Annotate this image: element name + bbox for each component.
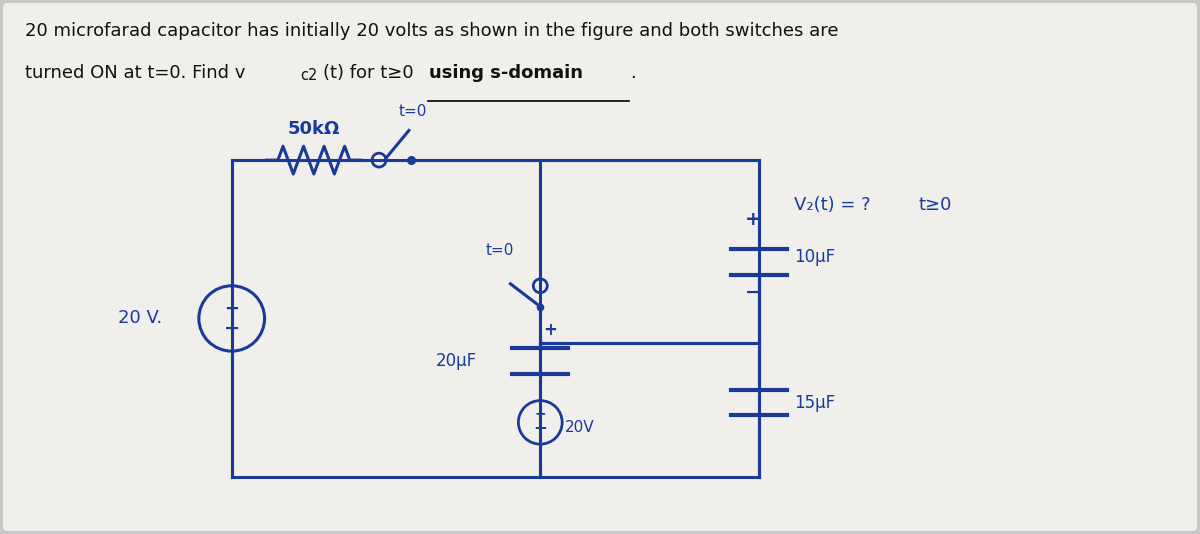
Text: −: − bbox=[745, 283, 762, 302]
Text: −: − bbox=[223, 319, 240, 338]
Text: 20μF: 20μF bbox=[436, 352, 476, 370]
Text: 15μF: 15μF bbox=[794, 394, 835, 412]
Text: −: − bbox=[533, 418, 547, 436]
Text: t=0: t=0 bbox=[398, 104, 427, 119]
Text: +: + bbox=[534, 407, 546, 421]
Text: 20 microfarad capacitor has initially 20 volts as shown in the figure and both s: 20 microfarad capacitor has initially 20… bbox=[25, 21, 838, 40]
Text: 50kΩ: 50kΩ bbox=[288, 120, 340, 138]
Text: +: + bbox=[544, 321, 557, 339]
Text: 20V: 20V bbox=[565, 420, 595, 435]
Text: +: + bbox=[224, 300, 239, 318]
Text: t≥0: t≥0 bbox=[918, 195, 952, 214]
Text: .: . bbox=[630, 64, 636, 82]
Text: using s-domain: using s-domain bbox=[428, 64, 583, 82]
Text: +: + bbox=[745, 210, 762, 230]
FancyBboxPatch shape bbox=[2, 3, 1198, 531]
Text: V₂(t) = ?: V₂(t) = ? bbox=[794, 195, 871, 214]
Text: 20 V.: 20 V. bbox=[118, 310, 162, 327]
Text: (t) for t≥0: (t) for t≥0 bbox=[323, 64, 420, 82]
Text: turned ON at t=0. Find v: turned ON at t=0. Find v bbox=[25, 64, 245, 82]
Text: c2: c2 bbox=[300, 68, 318, 83]
Text: t=0: t=0 bbox=[486, 243, 514, 258]
Text: 10μF: 10μF bbox=[794, 248, 835, 266]
